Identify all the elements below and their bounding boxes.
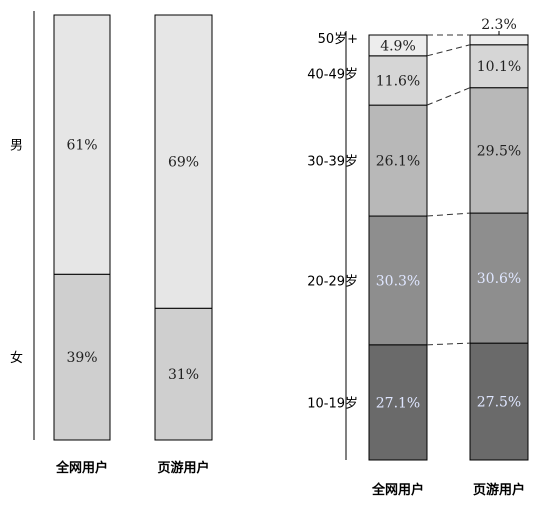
chart-1-connector-1 [426, 212, 471, 217]
chart-1-bar-1-segment-0 [469, 342, 529, 461]
chart-0-data-label-0-0: 39% [66, 350, 97, 366]
chart-1-data-label-1-3: 10.1% [477, 59, 521, 75]
chart-1-data-label-0-2: 26.1% [376, 154, 420, 170]
chart-0-data-label-1-1: 69% [168, 155, 199, 171]
chart-1-category-label-0: 全网用户 [371, 482, 424, 498]
chart-1-bar-0-segment-4 [368, 34, 428, 57]
chart-0-data-label-1-0: 31% [168, 367, 199, 383]
chart-0-bar-0-segment-0 [53, 273, 111, 441]
chart-1-bar-1-segment-2 [469, 87, 529, 214]
chart-1-bar-1-segment-1 [469, 212, 529, 344]
chart-0-series-label-0: 女 [10, 350, 23, 366]
chart-1-connector-2 [426, 87, 471, 106]
chart-0-bar-0-segment-1 [53, 14, 111, 275]
chart-1-series-label-2: 30-39岁 [307, 155, 358, 170]
chart-0-category-label-1: 页游用户 [157, 460, 209, 476]
chart-1-series-label-3: 40-49岁 [307, 67, 358, 82]
chart-1-data-label-0-0: 27.1% [376, 395, 420, 411]
chart-1-series-label-1: 20-29岁 [307, 274, 358, 289]
chart-1-bar-0-segment-0 [368, 344, 428, 461]
chart-1-bar-1-segment-4 [469, 34, 529, 46]
chart-1-bar-1-segment-3 [469, 44, 529, 89]
chart-0-data-label-0-1: 61% [66, 138, 97, 154]
chart-0-bar-1-segment-1 [154, 14, 213, 309]
chart-1-bar-0-segment-1 [368, 215, 428, 346]
chart-1-data-label-1-0: 27.5% [477, 395, 521, 411]
chart-1-data-label-0-3: 11.6% [376, 73, 420, 89]
chart-1-category-label-1: 页游用户 [473, 482, 525, 498]
chart-1-data-label-1-2: 29.5% [477, 143, 521, 159]
chart-1-data-label-0-4: 4.9% [380, 38, 416, 54]
chart-1-bar-0-segment-2 [368, 104, 428, 217]
chart-1-series-label-0: 10-19岁 [307, 396, 358, 411]
chart-1-connector-0 [426, 342, 471, 346]
chart-1-data-label-0-1: 30.3% [376, 273, 420, 289]
chart-1-bar-0-segment-3 [368, 55, 428, 106]
chart-0-category-label-0: 全网用户 [55, 460, 108, 476]
chart-1-data-label-1-1: 30.6% [477, 271, 521, 287]
chart-1-connector-3 [426, 44, 471, 57]
chart-1-series-label-4: 50岁+ [318, 32, 358, 47]
chart-1-data-label-1-4: 2.3% [481, 17, 517, 33]
chart-0-series-label-1: 男 [10, 139, 23, 154]
